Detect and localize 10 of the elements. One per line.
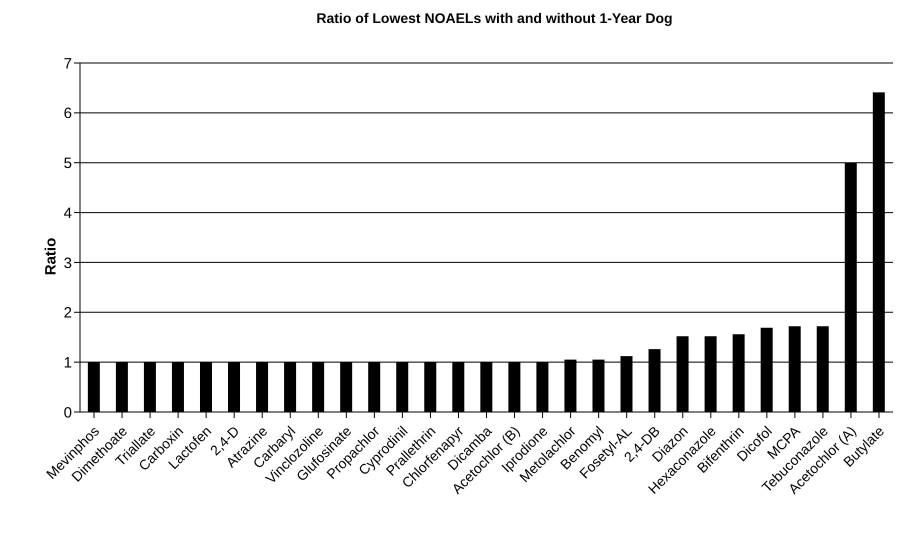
- y-tick-label: 4: [64, 204, 72, 222]
- chart-title: Ratio of Lowest NOAELs with and without 1-Year Dog: [315, 10, 674, 26]
- y-tick-label: 5: [64, 155, 72, 172]
- y-tick-label: 7: [64, 55, 72, 72]
- y-tick-label: 3: [64, 254, 72, 272]
- y-tick-label: 0: [64, 404, 72, 422]
- y-tick-label: 6: [64, 105, 72, 122]
- y-axis-title: Ratio: [42, 238, 60, 276]
- y-tick-label: 1: [64, 354, 72, 372]
- y-tick-label: 2: [64, 304, 72, 322]
